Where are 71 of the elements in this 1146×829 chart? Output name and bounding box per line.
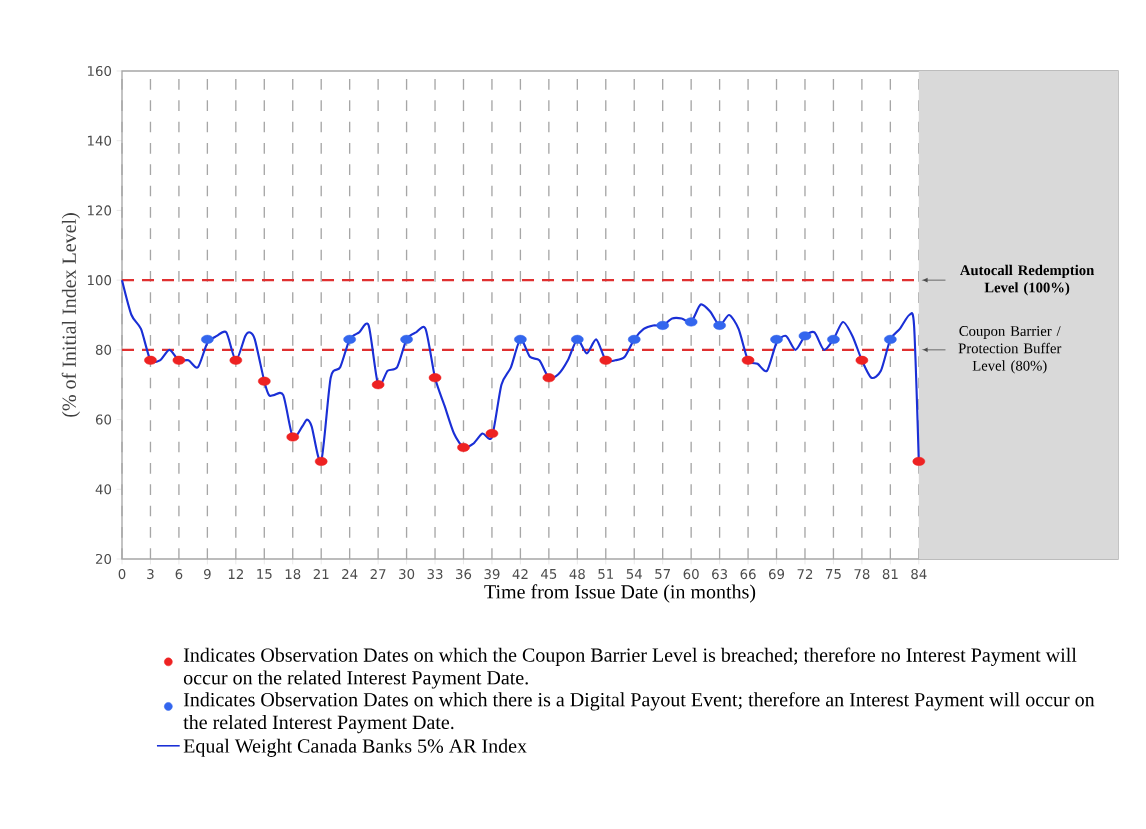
point	[770, 334, 783, 344]
x-tick-label: 57	[655, 569, 671, 579]
x-tick-label: 66	[740, 569, 756, 580]
y-tick-label: 100	[87, 275, 112, 286]
x-tick-label: 63	[712, 569, 728, 580]
point	[542, 373, 556, 383]
y-tick-label: 80	[95, 344, 112, 355]
point	[627, 334, 641, 344]
point	[201, 334, 214, 344]
point	[172, 355, 186, 365]
legend-label: Equal Weight Canada Banks 5% AR Index	[183, 738, 527, 757]
point	[912, 456, 926, 466]
point	[457, 442, 470, 452]
x-tick-label: 51	[598, 569, 614, 579]
x-tick-label: 33	[427, 569, 443, 580]
point	[884, 334, 897, 344]
x-tick-label: 69	[768, 569, 785, 580]
x-tick-label: 18	[285, 569, 301, 580]
y-tick-label: 120	[87, 205, 112, 216]
x-tick-label: 21	[313, 569, 329, 579]
x-tick-label: 75	[826, 569, 841, 579]
y-tick-label: 160	[87, 65, 112, 77]
x-tick-label: 60	[683, 569, 699, 580]
point	[798, 331, 812, 341]
x-tick-label: 0	[118, 569, 126, 580]
x-tick-label: 78	[854, 569, 870, 580]
point	[571, 334, 584, 344]
legend-label: Indicates Observation Dates on which the Coupon Barrier Level is breached; therefore no Interest Payment will occur on the related Interest Payment Date.	[183, 647, 1077, 689]
point	[656, 320, 669, 330]
point	[343, 334, 356, 344]
point	[599, 355, 613, 365]
y-axis-title: (% of Initial Index Level)	[61, 213, 81, 417]
y-tick-label: 140	[87, 135, 112, 146]
x-tick-label: 36	[456, 569, 472, 580]
point	[144, 355, 157, 365]
point	[514, 334, 527, 344]
y-tick-label: 40	[95, 484, 112, 495]
x-tick-label: 30	[399, 569, 415, 580]
point	[855, 355, 869, 365]
x-tick-label: 6	[175, 569, 183, 580]
x-tick-label: 45	[541, 569, 557, 579]
x-tick-label: 54	[626, 569, 642, 579]
point	[314, 456, 328, 466]
x-tick-label: 24	[342, 569, 358, 579]
legend-label: Indicates Observation Dates on which there is a Digital Payout Event; therefore an Interest Payment will occur on the related Interest Payment Date.	[183, 692, 1095, 734]
point	[400, 334, 413, 344]
ref-line-label: Coupon Barrier / Protection Buffer Level (80%)	[958, 326, 1062, 374]
point	[428, 373, 442, 383]
x-tick-label: 72	[797, 569, 813, 579]
point	[286, 432, 300, 442]
x-tick-label: 15	[257, 569, 272, 579]
point	[741, 355, 755, 365]
x-tick-label: 3	[147, 569, 154, 580]
point	[684, 317, 698, 327]
y-tick-label: 60	[95, 414, 112, 425]
x-tick-label: 39	[484, 569, 500, 580]
x-axis-title: Time from Issue Date (in months)	[484, 584, 756, 603]
x-tick-label: 12	[228, 569, 243, 579]
x-tick-label: 42	[512, 569, 528, 579]
x-tick-label: 81	[882, 569, 898, 580]
x-tick-label: 9	[203, 569, 211, 580]
x-tick-label: 27	[370, 569, 386, 579]
ref-line-label: Autocall Redemption Level (100%)	[960, 264, 1095, 296]
point	[258, 376, 271, 386]
point	[713, 320, 726, 330]
point	[827, 334, 840, 344]
x-tick-label: 84	[911, 569, 927, 580]
point	[371, 380, 385, 390]
point	[229, 355, 243, 365]
x-tick-label: 48	[569, 569, 585, 580]
y-tick-label: 20	[95, 553, 112, 565]
